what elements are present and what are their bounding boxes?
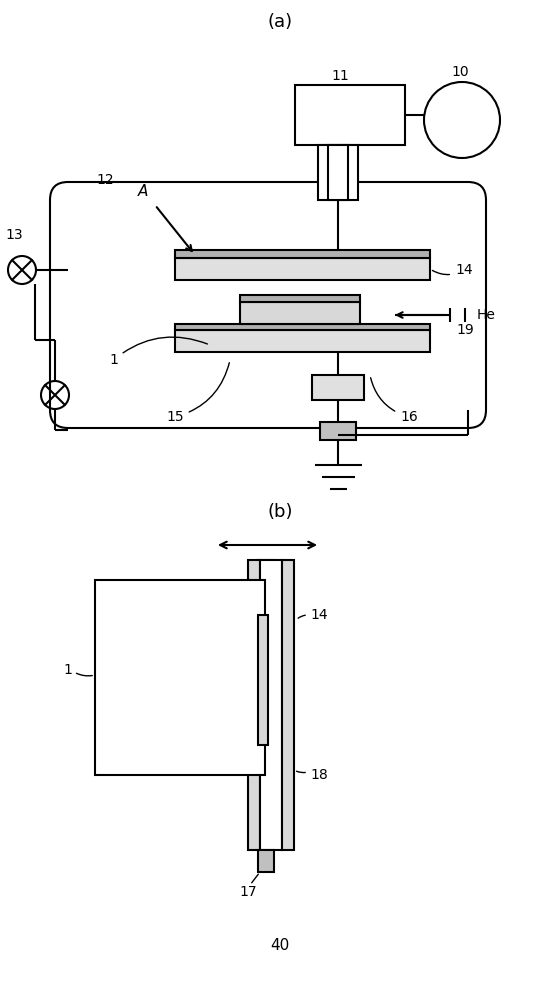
Bar [258, 560, 274, 582]
Text: 1: 1 [63, 663, 72, 677]
Text: 11: 11 [331, 69, 349, 83]
Bar [95, 580, 265, 775]
Text: A: A [138, 184, 148, 200]
Text: 16: 16 [371, 378, 418, 424]
Bar [328, 145, 348, 200]
Text: 40: 40 [270, 938, 290, 952]
Text: 18: 18 [310, 768, 328, 782]
Text: 10: 10 [451, 65, 469, 79]
Text: 17: 17 [239, 885, 257, 899]
Bar [175, 258, 430, 280]
Bar [318, 145, 358, 200]
Text: He: He [477, 308, 496, 322]
Bar [240, 295, 360, 302]
Text: 19: 19 [456, 323, 474, 337]
Bar [175, 324, 430, 330]
Bar [282, 560, 294, 850]
Bar [295, 85, 405, 145]
Text: 12: 12 [96, 173, 114, 187]
Bar [258, 850, 274, 872]
Bar [175, 250, 430, 258]
Text: 15: 15 [166, 363, 230, 424]
Text: 14: 14 [432, 263, 473, 277]
Text: 13: 13 [5, 228, 23, 242]
Bar [258, 615, 268, 745]
Bar [240, 302, 360, 324]
Bar [312, 375, 364, 400]
Text: 1: 1 [109, 337, 207, 367]
Bar [175, 330, 430, 352]
Bar [260, 560, 282, 850]
Bar [248, 560, 260, 850]
Text: 14: 14 [310, 608, 328, 622]
Text: (b): (b) [267, 503, 293, 521]
Bar [320, 422, 356, 440]
FancyBboxPatch shape [50, 182, 486, 428]
Text: (a): (a) [268, 13, 292, 31]
